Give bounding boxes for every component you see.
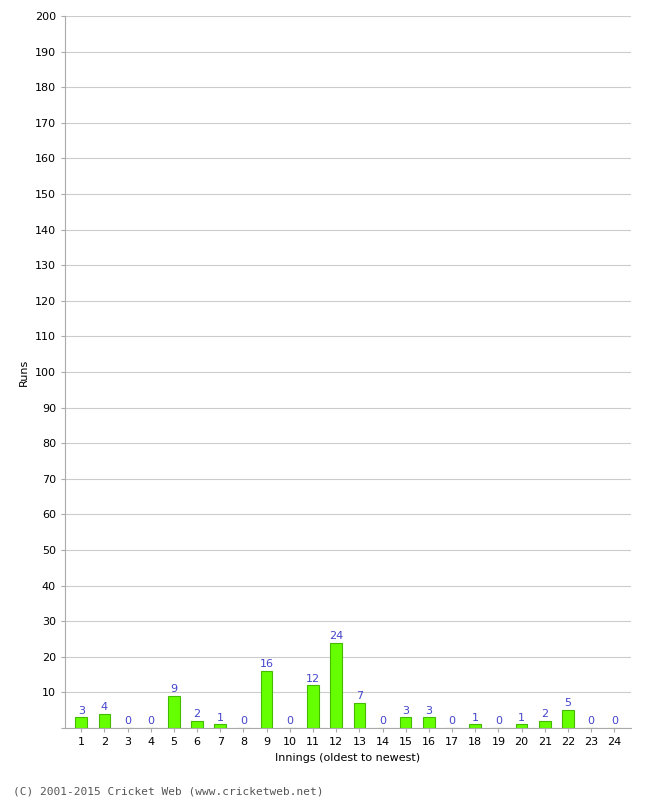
Text: 12: 12 <box>306 674 320 683</box>
Bar <box>516 725 527 728</box>
Bar <box>539 721 551 728</box>
Text: 3: 3 <box>425 706 432 715</box>
Bar <box>99 714 110 728</box>
Text: 3: 3 <box>402 706 410 715</box>
Text: 16: 16 <box>259 659 274 670</box>
Text: 1: 1 <box>518 713 525 722</box>
Text: 2: 2 <box>541 709 549 719</box>
Text: 7: 7 <box>356 691 363 702</box>
Bar <box>168 696 179 728</box>
Text: 0: 0 <box>588 716 595 726</box>
Bar <box>423 718 435 728</box>
Bar <box>562 710 574 728</box>
Text: 24: 24 <box>329 630 343 641</box>
Text: 4: 4 <box>101 702 108 712</box>
Bar <box>330 642 342 728</box>
Text: 0: 0 <box>495 716 502 726</box>
Bar <box>469 725 481 728</box>
Text: 0: 0 <box>124 716 131 726</box>
Text: 0: 0 <box>148 716 154 726</box>
Text: 0: 0 <box>240 716 247 726</box>
Bar <box>214 725 226 728</box>
Text: 0: 0 <box>448 716 456 726</box>
Bar <box>75 718 87 728</box>
Text: (C) 2001-2015 Cricket Web (www.cricketweb.net): (C) 2001-2015 Cricket Web (www.cricketwe… <box>13 786 324 796</box>
Text: 5: 5 <box>564 698 571 709</box>
Text: 9: 9 <box>170 684 177 694</box>
Bar <box>307 686 318 728</box>
Bar <box>400 718 411 728</box>
Text: 0: 0 <box>379 716 386 726</box>
Y-axis label: Runs: Runs <box>20 358 29 386</box>
Text: 2: 2 <box>194 709 201 719</box>
Bar <box>354 703 365 728</box>
Text: 1: 1 <box>217 713 224 722</box>
Text: 0: 0 <box>611 716 618 726</box>
X-axis label: Innings (oldest to newest): Innings (oldest to newest) <box>275 753 421 762</box>
Text: 1: 1 <box>472 713 478 722</box>
Text: 3: 3 <box>78 706 84 715</box>
Bar <box>261 671 272 728</box>
Bar <box>191 721 203 728</box>
Text: 0: 0 <box>286 716 293 726</box>
